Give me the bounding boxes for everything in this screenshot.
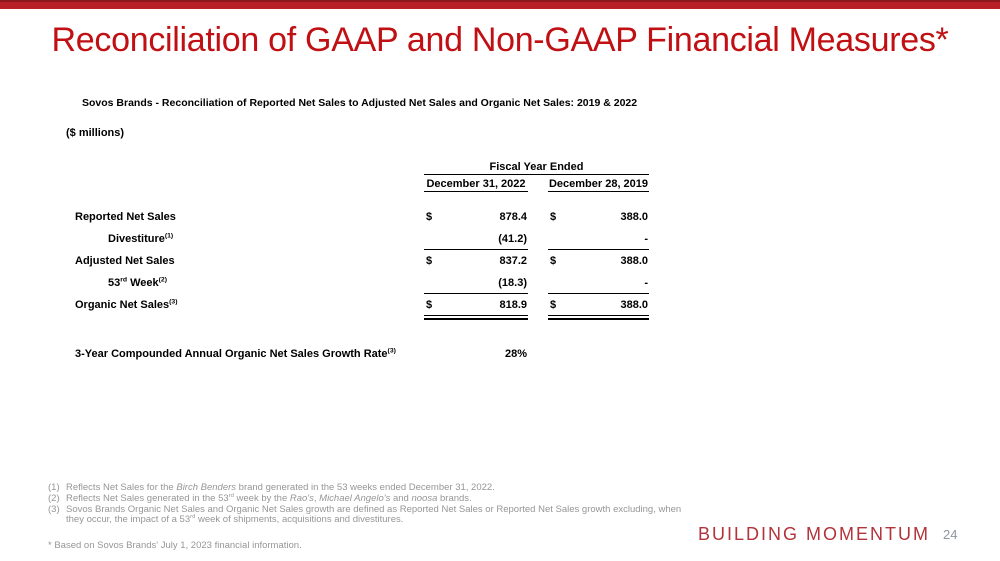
top-accent-bar [0, 0, 1000, 9]
table-row-divestiture: Divestiture(1) (41.2) - [63, 228, 655, 250]
reconciliation-table: Fiscal Year Ended December 31, 2022 Dece… [63, 160, 655, 320]
header-spacer [63, 192, 655, 206]
footnote-number: (2) [48, 492, 60, 504]
footnote-number: (3) [48, 503, 60, 515]
column-header-2022: December 31, 2022 [424, 176, 528, 192]
value-cell-2022: (41.2) [424, 228, 528, 250]
value-2022: 878.4 [499, 211, 527, 223]
growth-rate-row: 3-Year Compounded Annual Organic Net Sal… [63, 343, 528, 365]
row-label: Divestiture(1) [108, 232, 174, 245]
value-2019: 388.0 [620, 211, 648, 223]
growth-rate-value: 28% [504, 348, 527, 360]
value-2019: - [644, 276, 648, 289]
table-row-organic-net-sales: Organic Net Sales(3) $ 818.9 $ 388.0 [63, 294, 655, 320]
footnote-1: (1) Reflects Net Sales for the Birch Ben… [48, 482, 698, 494]
dollar-sign: $ [550, 211, 557, 223]
dollar-sign: $ [426, 298, 433, 311]
value-cell-2019: $ 388.0 [548, 294, 649, 320]
value-cell-2022: $ 878.4 [424, 206, 528, 228]
row-label: Organic Net Sales(3) [75, 298, 178, 311]
row-label: 53rd Week(2) [108, 276, 167, 289]
tagline: BUILDING MOMENTUM [698, 524, 930, 544]
growth-rate-label: 3-Year Compounded Annual Organic Net Sal… [75, 347, 396, 360]
value-2022: 837.2 [499, 255, 527, 267]
table-title: Sovos Brands - Reconciliation of Reporte… [82, 97, 638, 109]
footnotes: (1) Reflects Net Sales for the Birch Ben… [48, 482, 698, 527]
value-cell-2019: $ 388.0 [548, 250, 649, 272]
value-cell-2022: $ 837.2 [424, 250, 528, 272]
footnote-text: Reflects Net Sales generated in the 53rd… [66, 492, 472, 504]
footnote-3: (3) Sovos Brands Organic Net Sales and O… [48, 503, 698, 527]
footnote-text: Reflects Net Sales for the Birch Benders… [66, 482, 495, 493]
footnote-text: Sovos Brands Organic Net Sales and Organ… [66, 503, 682, 526]
slide-title: Reconciliation of GAAP and Non-GAAP Fina… [51, 21, 949, 59]
dollar-sign: $ [550, 298, 557, 311]
value-2019: - [644, 232, 648, 245]
column-headers: December 31, 2022 December 28, 2019 [424, 175, 649, 192]
row-label: Reported Net Sales [75, 211, 176, 223]
row-label: Adjusted Net Sales [75, 255, 175, 267]
value-cell-2019: - [548, 272, 649, 294]
value-2019: 388.0 [620, 255, 648, 267]
table-row-53rd-week: 53rd Week(2) (18.3) - [63, 272, 655, 294]
page-number: 24 [943, 527, 958, 542]
dollar-sign: $ [550, 255, 557, 267]
value-2019: 388.0 [620, 298, 648, 311]
dollar-sign: $ [426, 211, 433, 223]
table-units-label: ($ millions) [66, 127, 125, 139]
value-cell-2019: $ 388.0 [548, 206, 649, 228]
value-cell-2022: (18.3) [424, 272, 528, 294]
value-2022: (41.2) [498, 232, 527, 245]
table-row-reported-net-sales: Reported Net Sales $ 878.4 $ 388.0 [63, 206, 655, 228]
value-cell-2019: - [548, 228, 649, 250]
value-cell-2022: $ 818.9 [424, 294, 528, 320]
footnote-2: (2) Reflects Net Sales generated in the … [48, 492, 698, 505]
dollar-sign: $ [426, 255, 433, 267]
star-footnote: * Based on Sovos Brands' July 1, 2023 fi… [48, 540, 302, 551]
fiscal-year-ended-header: Fiscal Year Ended [424, 160, 649, 175]
value-2022: (18.3) [498, 276, 527, 289]
column-header-2019: December 28, 2019 [548, 178, 649, 192]
footnote-number: (1) [48, 482, 60, 493]
table-row-adjusted-net-sales: Adjusted Net Sales $ 837.2 $ 388.0 [63, 250, 655, 272]
value-2022: 818.9 [499, 298, 527, 311]
